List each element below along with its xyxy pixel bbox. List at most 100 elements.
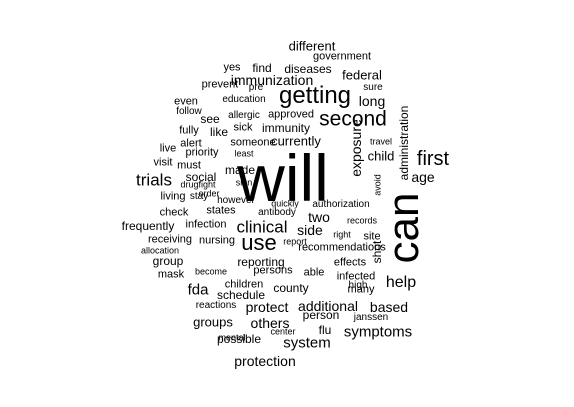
- word-receiving: receiving: [147, 233, 193, 246]
- word-symptoms: symptoms: [343, 323, 413, 341]
- word-pre: pre: [248, 82, 264, 93]
- word-report: report: [283, 236, 307, 247]
- word-immunity: immunity: [261, 121, 311, 135]
- word-government: government: [312, 50, 372, 63]
- word-child: child: [367, 148, 395, 164]
- word-order: order: [198, 188, 220, 199]
- word-federal: federal: [342, 67, 382, 83]
- word-use: use: [241, 230, 277, 255]
- word-check: check: [159, 206, 189, 219]
- word-however: however: [217, 195, 255, 206]
- word-able: able: [303, 266, 325, 279]
- word-yes: yes: [223, 61, 241, 74]
- word-many: many: [347, 283, 375, 296]
- word-protect: protect: [245, 299, 289, 315]
- word-nursing: nursing: [198, 234, 236, 247]
- word-schedule: schedule: [216, 288, 266, 302]
- word-states: states: [206, 204, 236, 217]
- word-reporting: reporting: [237, 255, 285, 269]
- word-sure: sure: [363, 82, 383, 93]
- word-administration: administration: [397, 105, 411, 181]
- word-flu: flu: [318, 323, 332, 337]
- word-persons: persons: [253, 264, 293, 277]
- word-can: can: [379, 192, 428, 264]
- word-group: group: [152, 254, 184, 268]
- word-see: see: [200, 112, 220, 126]
- word-even: even: [174, 95, 198, 108]
- word-shot: shot: [370, 240, 384, 264]
- word-drugfight: drugfight: [180, 179, 216, 190]
- word-stay: stay: [189, 191, 209, 202]
- word-fully: fully: [179, 124, 199, 137]
- word-person: person: [302, 308, 340, 322]
- word-frequently: frequently: [121, 219, 175, 233]
- word-getting: getting: [278, 82, 352, 109]
- word-alert: alert: [180, 137, 202, 150]
- word-made: made: [224, 163, 256, 177]
- word-become: become: [194, 266, 228, 277]
- word-diseases: diseases: [284, 62, 332, 76]
- word-priority: priority: [185, 146, 219, 159]
- word-will: will: [237, 141, 329, 215]
- word-currently: currently: [271, 133, 321, 149]
- word-quickly: quickly: [271, 198, 299, 209]
- word-fda: fda: [187, 281, 209, 299]
- word-protection: protection: [234, 353, 296, 369]
- word-long: long: [358, 93, 386, 109]
- word-travel: travel: [369, 136, 393, 147]
- word-like: like: [209, 125, 229, 139]
- word-someone: someone: [230, 136, 276, 149]
- word-allocation: allocation: [140, 245, 180, 256]
- word-possible: possible: [216, 332, 262, 346]
- word-mask: mask: [157, 268, 185, 281]
- word-site: site: [363, 230, 381, 243]
- word-mental: mental: [218, 332, 246, 343]
- word-system: system: [283, 334, 331, 352]
- word-must: must: [177, 159, 201, 172]
- word-first: first: [416, 148, 450, 170]
- word-two: two: [308, 209, 330, 225]
- word-follow: follow: [176, 106, 202, 117]
- word-second: second: [319, 107, 387, 131]
- word-authorization: authorization: [312, 199, 370, 210]
- word-janssen: janssen: [353, 312, 389, 323]
- word-children: children: [224, 278, 264, 291]
- word-visit: visit: [153, 156, 173, 169]
- word-least: least: [234, 148, 254, 159]
- word-records: records: [346, 215, 378, 226]
- word-reactions: reactions: [195, 300, 237, 311]
- word-high: high: [348, 280, 368, 291]
- word-prevent: prevent: [201, 78, 239, 91]
- word-infection: infection: [185, 218, 227, 231]
- word-clinical: clinical: [236, 217, 288, 237]
- word-others: others: [250, 315, 290, 331]
- word-county: county: [273, 281, 309, 295]
- word-sick: sick: [233, 121, 253, 134]
- word-additional: additional: [298, 298, 358, 314]
- word-exposure: exposure: [348, 119, 364, 177]
- word-effects: effects: [333, 256, 367, 269]
- word-different: different: [288, 38, 336, 54]
- word-right: right: [333, 229, 351, 240]
- word-avoid: avoid: [372, 174, 383, 196]
- word-immunization: immunization: [230, 72, 314, 88]
- word-age: age: [411, 169, 435, 185]
- word-recommendations: recommendations: [298, 241, 386, 254]
- word-social: social: [185, 170, 217, 184]
- word-help: help: [385, 274, 417, 291]
- word-groups: groups: [193, 314, 233, 330]
- word-allergic: allergic: [228, 110, 260, 121]
- word-infected: infected: [336, 270, 376, 283]
- word-sign: sign: [235, 177, 253, 188]
- word-approved: approved: [268, 108, 314, 121]
- word-trials: trials: [136, 170, 172, 190]
- word-live: live: [159, 142, 177, 155]
- word-center: center: [270, 326, 296, 337]
- word-based: based: [369, 299, 409, 315]
- word-antibody: antibody: [258, 207, 296, 218]
- word-education: education: [222, 94, 266, 105]
- word-find: find: [252, 61, 272, 75]
- word-side: side: [297, 222, 323, 238]
- word-living: living: [160, 190, 186, 203]
